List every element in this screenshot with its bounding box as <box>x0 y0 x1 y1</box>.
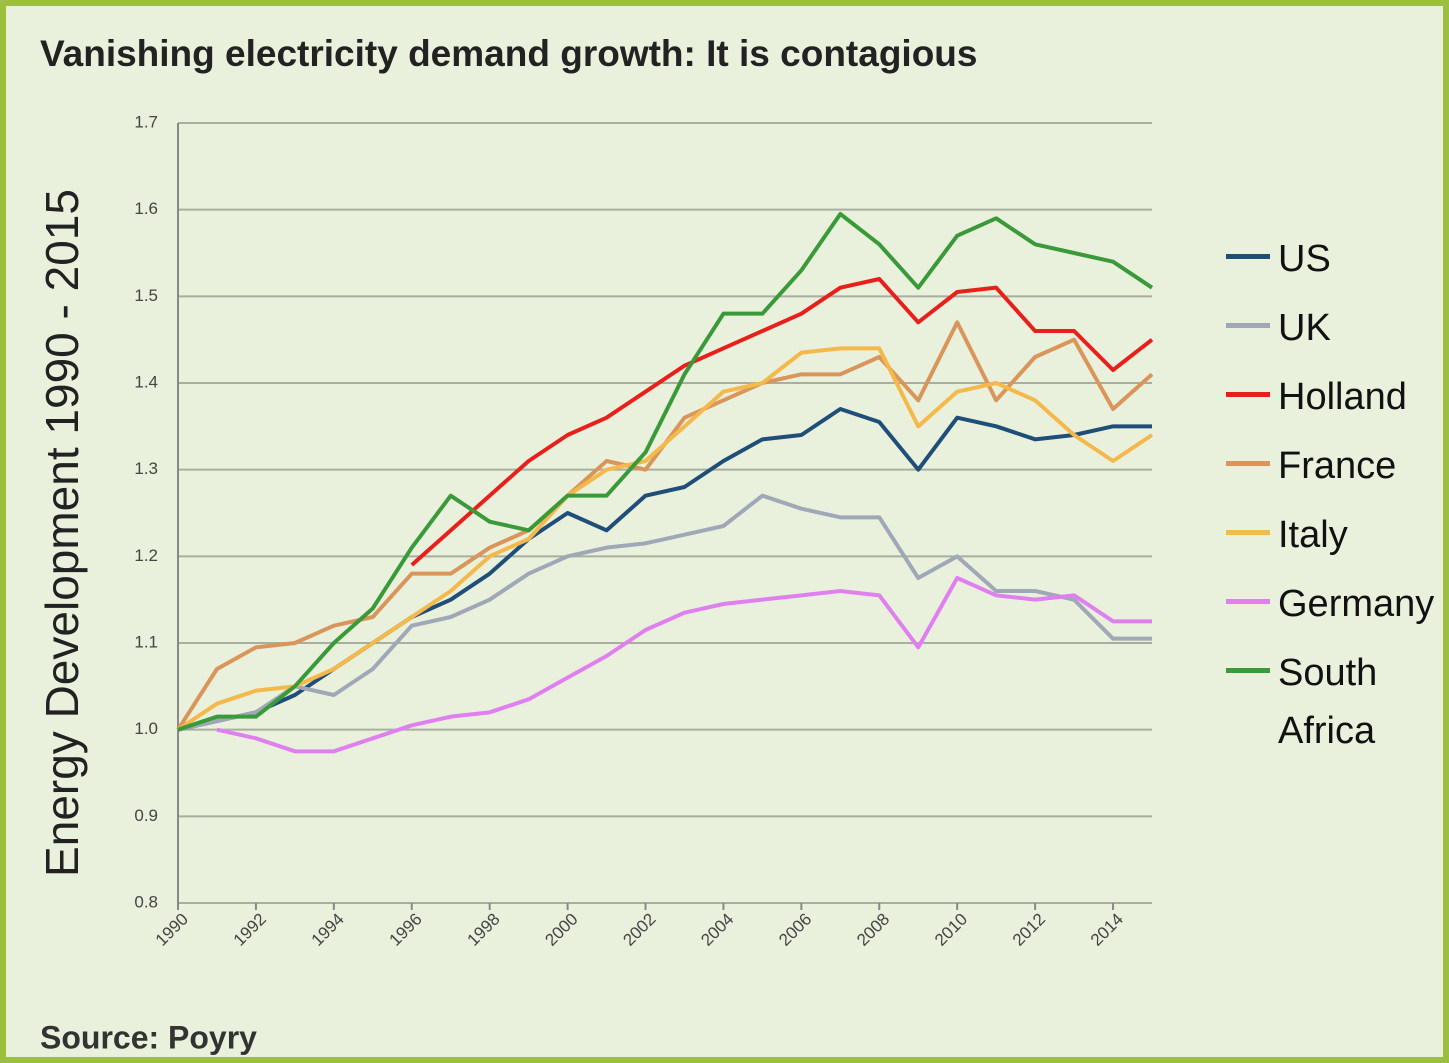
y-tick-label: 1.5 <box>134 286 158 305</box>
legend-item: UK <box>1226 299 1448 368</box>
y-tick-label: 0.8 <box>134 892 158 911</box>
x-tick-label: 1998 <box>463 910 503 950</box>
legend-swatch <box>1226 668 1270 673</box>
x-tick-label: 1990 <box>152 910 192 950</box>
x-tick-label: 1996 <box>386 910 426 950</box>
x-tick-label: 2010 <box>931 910 971 950</box>
legend-swatch <box>1226 599 1270 604</box>
legend-label: US <box>1278 238 1331 280</box>
series-line <box>177 407 1152 732</box>
x-tick-label: 2014 <box>1087 910 1127 950</box>
x-tick-label: 1994 <box>308 910 348 950</box>
legend: US UK Holland France Italy Germany South Afric… <box>1226 230 1448 752</box>
legend-label: UK <box>1278 307 1331 349</box>
x-tick-label: 1992 <box>230 910 270 950</box>
legend-item: France <box>1226 437 1448 506</box>
x-tick-label: 2012 <box>1009 910 1049 950</box>
y-tick-label: 1.0 <box>134 719 158 738</box>
legend-swatch <box>1226 530 1270 535</box>
series-line <box>177 212 1154 732</box>
x-tick-label: 2000 <box>541 910 581 950</box>
legend-label: Italy <box>1278 514 1348 556</box>
y-tick-label: 1.1 <box>134 632 158 651</box>
series-line <box>176 346 1154 732</box>
x-tick-label: 2008 <box>853 910 893 950</box>
y-tick-label: 1.2 <box>134 546 158 565</box>
x-tick-label: 2006 <box>775 910 815 950</box>
legend-item: South Africa <box>1226 644 1448 752</box>
chart-title: Vanishing electricity demand growth: It … <box>40 33 977 74</box>
legend-swatch <box>1226 254 1270 259</box>
x-tick-label: 2004 <box>697 910 737 950</box>
y-tick-label: 1.7 <box>134 112 158 131</box>
legend-item: Holland <box>1226 368 1448 437</box>
y-tick-label: 0.9 <box>134 806 158 825</box>
series-line <box>177 493 1152 732</box>
legend-item: Germany <box>1226 575 1448 644</box>
legend-swatch <box>1226 392 1270 397</box>
x-tick-label: 2002 <box>619 910 659 950</box>
legend-label: Holland <box>1278 376 1407 418</box>
legend-swatch <box>1226 461 1270 466</box>
legend-label: South Africa <box>1278 652 1378 752</box>
legend-swatch <box>1226 323 1270 328</box>
legend-label: France <box>1278 445 1397 487</box>
series-line <box>410 277 1154 567</box>
legend-label: Germany <box>1278 583 1435 625</box>
y-tick-label: 1.4 <box>134 372 158 391</box>
y-tick-label: 1.6 <box>134 199 158 218</box>
legend-item: Italy <box>1226 506 1448 575</box>
source: Source: Poyry <box>40 1019 257 1055</box>
series-line <box>216 576 1152 754</box>
y-tick-label: 1.3 <box>134 459 158 478</box>
legend-item: US <box>1226 230 1448 299</box>
y-axis-title: Energy Development 1990 - 2015 <box>36 189 88 877</box>
